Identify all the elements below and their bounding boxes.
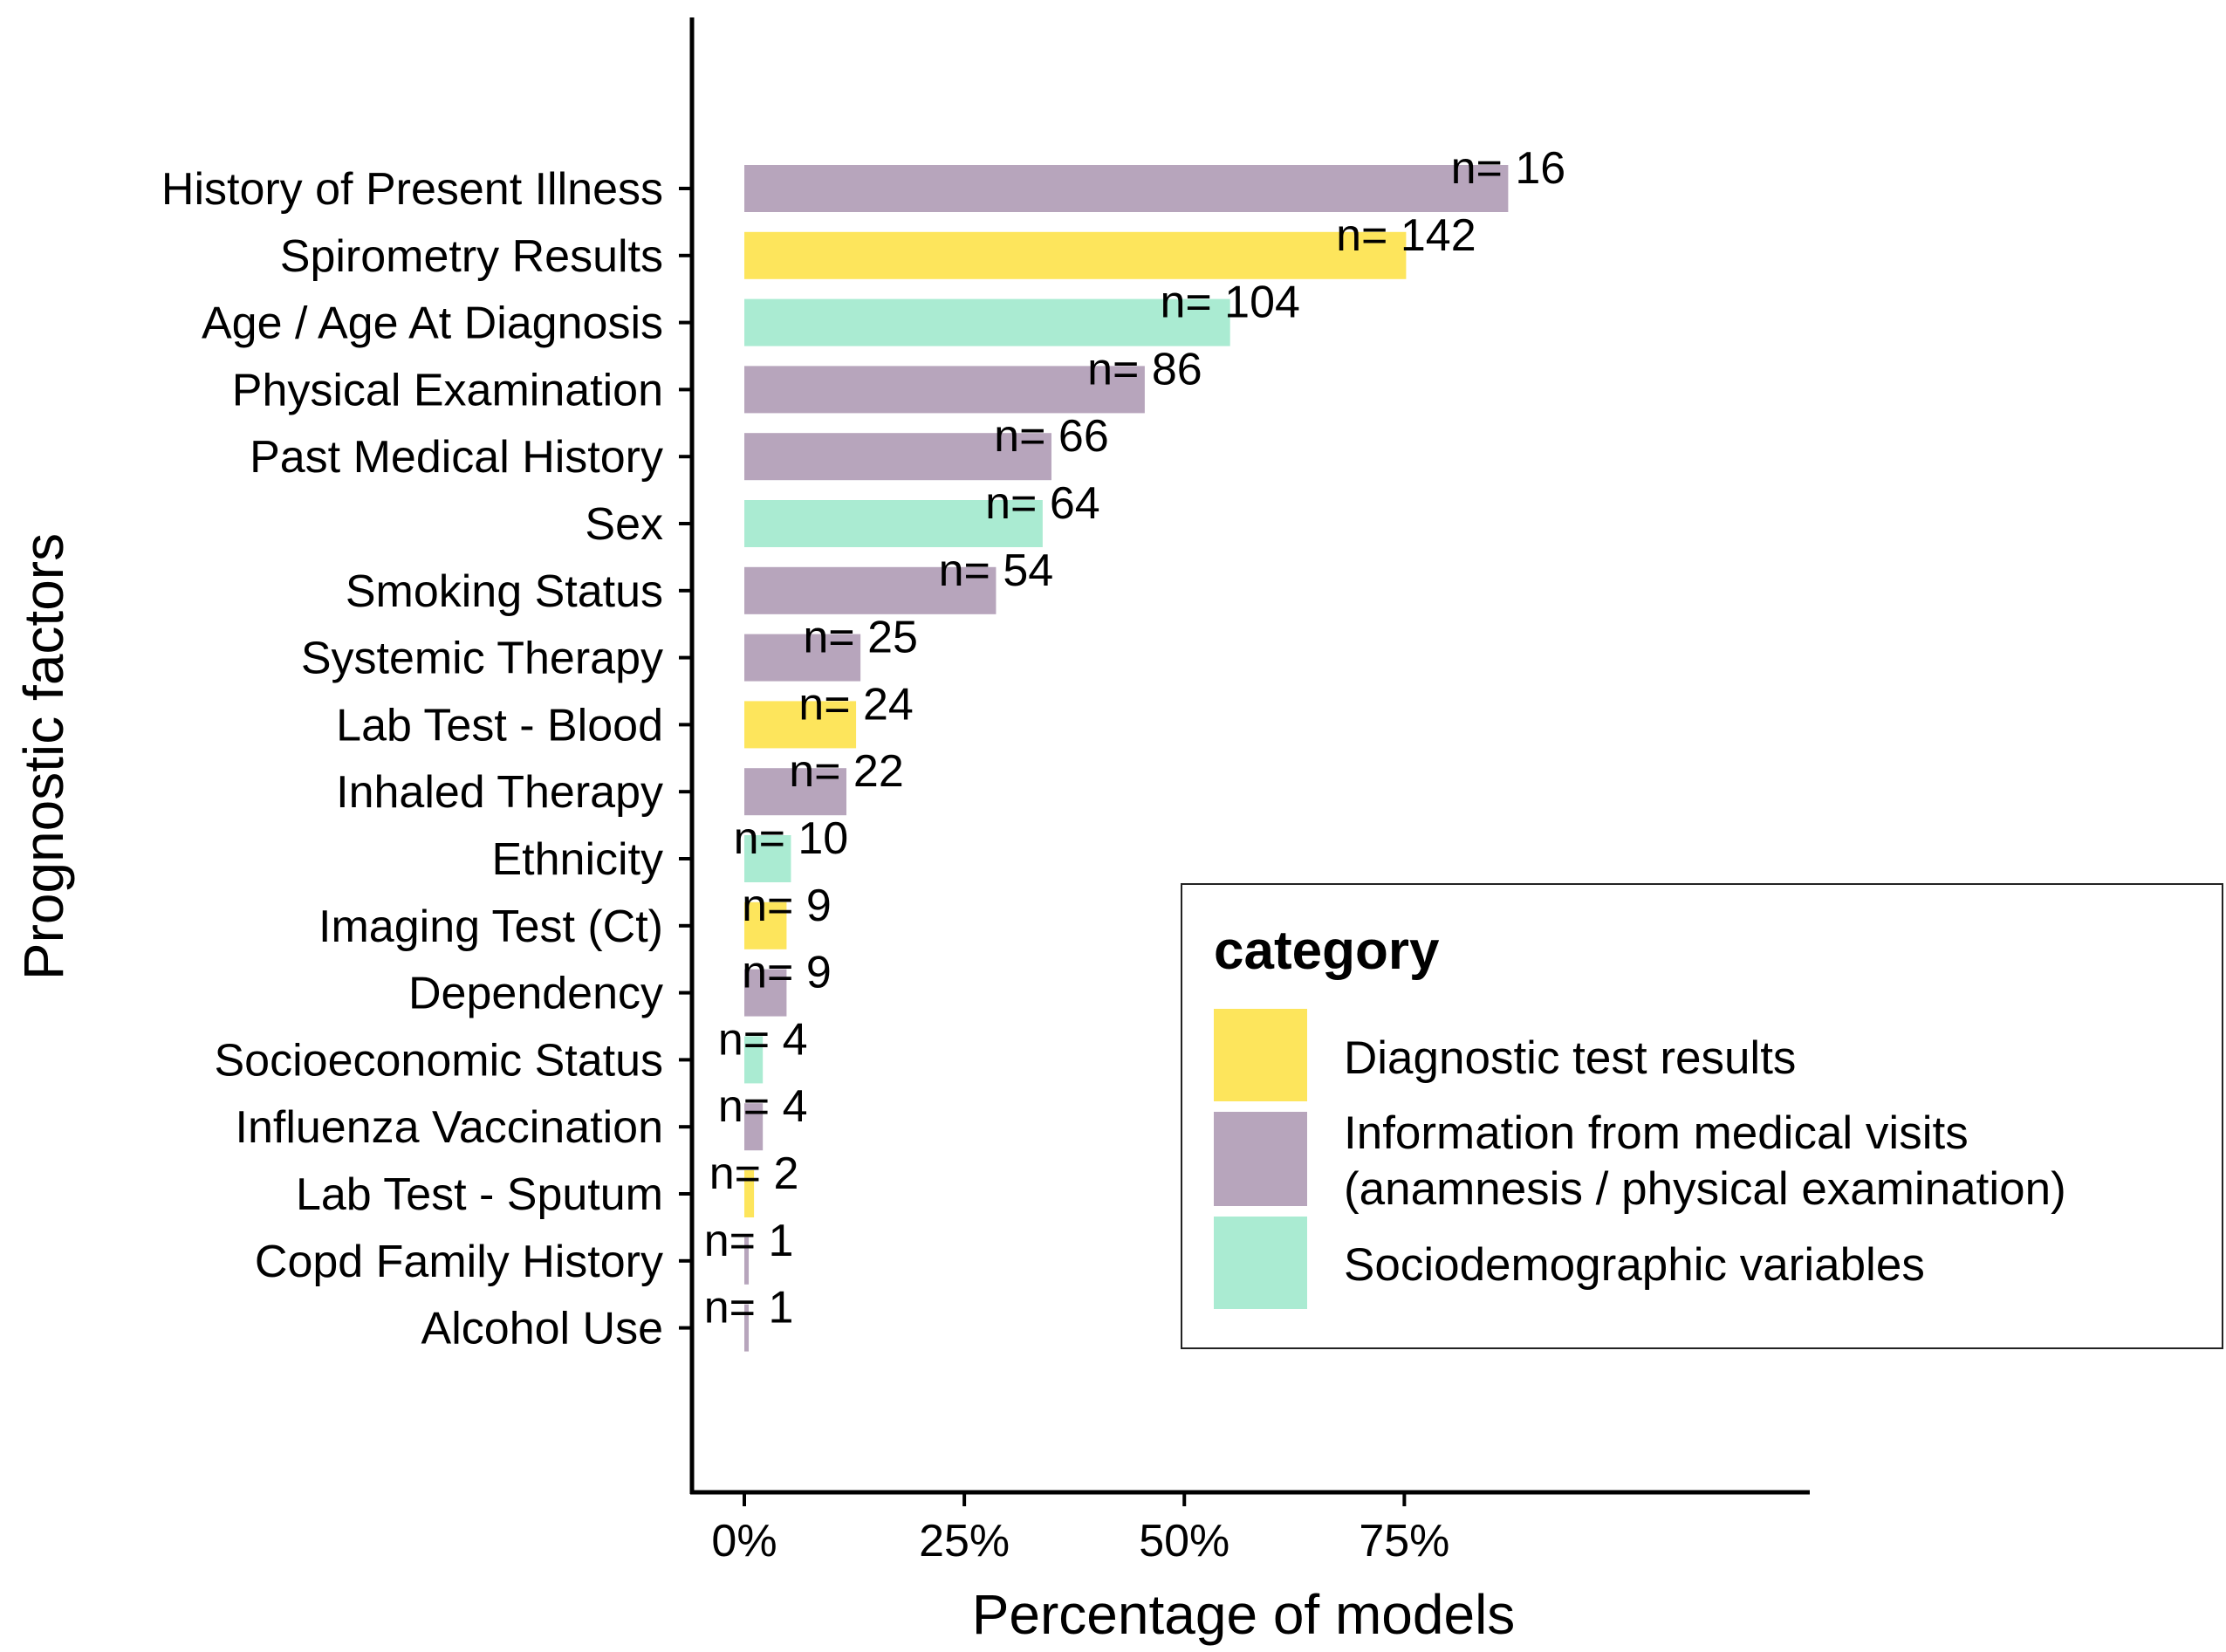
y-tick-label-ethnicity: Ethnicity xyxy=(491,834,663,885)
legend-key-0 xyxy=(1214,1009,1307,1101)
data-label-past-medical-history: n= 66 xyxy=(994,411,1109,462)
data-label-alcohol-use: n= 1 xyxy=(704,1283,794,1333)
bar-past-medical-history xyxy=(744,433,1051,481)
data-label-age-age-at-diagnosis: n= 104 xyxy=(1160,278,1300,328)
data-label-imaging-test-ct: n= 9 xyxy=(742,881,832,931)
legend-title: category xyxy=(1214,921,1440,981)
bar-influenza-vaccination xyxy=(744,1103,764,1151)
bar-systemic-therapy xyxy=(744,634,861,682)
bars-layer: n= 16 n= 142 n= 104 n= 86 n= 66 n= 64 n= 54 n= … xyxy=(704,143,1565,1352)
data-label-copd-family-history: n= 1 xyxy=(704,1216,794,1266)
y-tick-label-lab-test-blood: Lab Test - Blood xyxy=(336,700,663,751)
y-tick-label-alcohol-use: Alcohol Use xyxy=(421,1304,663,1354)
data-label-inhaled-therapy: n= 22 xyxy=(789,746,904,797)
y-tick-label-age-age-at-diagnosis: Age / Age At Diagnosis xyxy=(202,298,663,349)
bar-history-of-present-illness xyxy=(744,165,1509,212)
x-axis-ticks: 0% 25% 50% 75% xyxy=(711,1492,1449,1566)
bar-alcohol-use xyxy=(744,1304,750,1352)
bar-lab-test-blood xyxy=(744,701,857,749)
x-tick-label-3: 75% xyxy=(1359,1516,1449,1566)
bar-dependency xyxy=(744,969,787,1017)
y-tick-label-history-of-present-illness: History of Present Illness xyxy=(161,164,663,215)
data-label-lab-test-sputum: n= 2 xyxy=(709,1148,799,1199)
y-tick-label-physical-examination: Physical Examination xyxy=(232,365,663,415)
x-tick-label-2: 50% xyxy=(1139,1516,1229,1566)
bar-lab-test-sputum xyxy=(744,1170,755,1217)
y-tick-label-past-medical-history: Past Medical History xyxy=(250,432,663,483)
x-tick-label-0: 0% xyxy=(711,1516,777,1566)
bar-inhaled-therapy xyxy=(744,768,846,816)
legend-label-1-1: (anamnesis / physical examination) xyxy=(1344,1163,2066,1215)
y-tick-label-smoking-status: Smoking Status xyxy=(346,566,663,617)
data-label-smoking-status: n= 54 xyxy=(939,545,1054,596)
legend-box xyxy=(1181,883,2223,1349)
y-tick-label-systemic-therapy: Systemic Therapy xyxy=(301,634,663,684)
x-axis-title: Percentage of models xyxy=(972,1583,1516,1646)
x-tick-label-1: 25% xyxy=(919,1516,1010,1566)
y-tick-label-socioeconomic-status: Socioeconomic Status xyxy=(215,1035,664,1086)
bar-spirometry-results xyxy=(744,231,1407,279)
y-tick-label-copd-family-history: Copd Family History xyxy=(255,1237,663,1287)
y-axis-title: Prognostic factors xyxy=(12,533,75,980)
y-tick-label-dependency: Dependency xyxy=(408,969,663,1019)
data-label-lab-test-blood: n= 24 xyxy=(798,679,914,730)
data-label-dependency: n= 9 xyxy=(742,948,832,998)
bar-ethnicity xyxy=(744,835,791,882)
bar-age-age-at-diagnosis xyxy=(744,298,1230,346)
data-label-ethnicity: n= 10 xyxy=(734,813,849,864)
bar-socioeconomic-status xyxy=(744,1036,764,1084)
bar-sex xyxy=(744,500,1043,547)
y-tick-label-lab-test-sputum: Lab Test - Sputum xyxy=(296,1169,663,1220)
bar-imaging-test-ct xyxy=(744,901,787,949)
legend-label-1-0: Information from medical visits xyxy=(1344,1107,1969,1159)
bar-physical-examination xyxy=(744,366,1145,414)
y-tick-label-inhaled-therapy: Inhaled Therapy xyxy=(336,767,663,818)
legend-entries: Diagnostic test results Information from … xyxy=(1214,1009,2066,1309)
y-tick-label-influenza-vaccination: Influenza Vaccination xyxy=(236,1102,663,1153)
data-label-systemic-therapy: n= 25 xyxy=(803,613,918,663)
legend-key-1 xyxy=(1214,1112,1307,1206)
data-label-spirometry-results: n= 142 xyxy=(1336,210,1476,261)
data-label-sex: n= 64 xyxy=(985,478,1100,529)
legend-key-2 xyxy=(1214,1217,1307,1309)
legend-label-0-0: Diagnostic test results xyxy=(1344,1032,1796,1084)
y-axis-ticks: History of Present Illness Spirometry Res… xyxy=(161,164,692,1354)
bar-copd-family-history xyxy=(744,1237,750,1285)
legend: category Diagnostic test results Informat… xyxy=(1181,883,2223,1349)
bar-smoking-status xyxy=(744,566,997,614)
data-label-socioeconomic-status: n= 4 xyxy=(718,1014,808,1065)
y-tick-label-spirometry-results: Spirometry Results xyxy=(280,231,663,282)
y-tick-label-sex: Sex xyxy=(585,499,663,550)
data-label-influenza-vaccination: n= 4 xyxy=(718,1081,808,1132)
legend-label-2-0: Sociodemographic variables xyxy=(1344,1239,1925,1291)
y-tick-label-imaging-test-ct: Imaging Test (Ct) xyxy=(318,901,663,952)
data-label-history-of-present-illness: n= 16 xyxy=(1451,143,1566,194)
data-label-physical-examination: n= 86 xyxy=(1087,344,1202,394)
